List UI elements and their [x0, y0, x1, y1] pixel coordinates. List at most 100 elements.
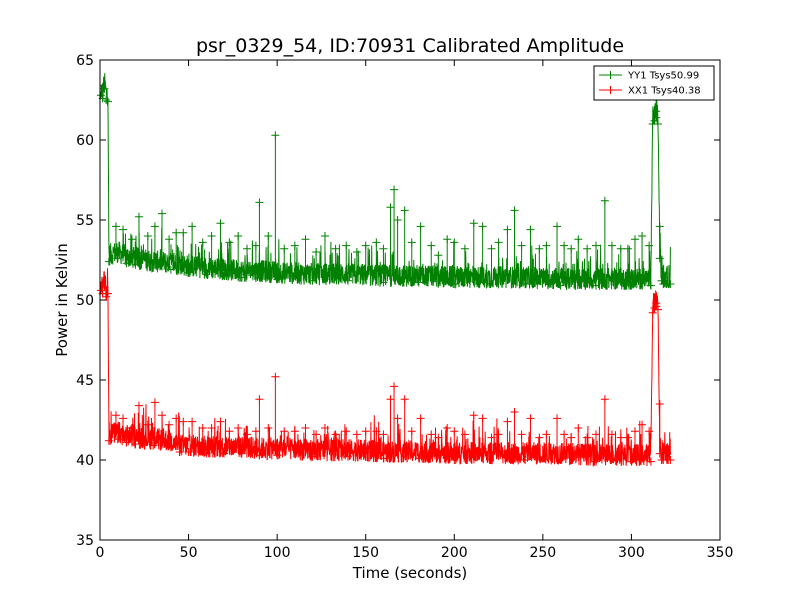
spike-marker-yy1	[119, 225, 128, 234]
data-point-yy1	[149, 264, 158, 272]
y-tick-label: 50	[76, 293, 94, 309]
spike-marker-yy1	[416, 222, 425, 231]
data-point-yy1	[646, 281, 655, 290]
spike-marker-xx1	[535, 433, 544, 442]
data-point-xx1	[96, 286, 105, 295]
spike-marker-xx1	[225, 427, 234, 436]
x-tick-label: 300	[618, 545, 645, 561]
spike-marker-yy1	[542, 241, 551, 250]
spike-marker-yy1	[535, 244, 544, 253]
spike-marker-xx1	[607, 430, 616, 439]
spike-marker-xx1	[386, 395, 395, 404]
data-point-xx1	[273, 451, 282, 460]
spike-marker-yy1	[469, 219, 478, 228]
spike-marker-xx1	[320, 424, 329, 432]
data-point-yy1	[627, 281, 636, 290]
spike-marker-yy1	[655, 222, 664, 231]
spike-marker-yy1	[510, 206, 519, 215]
data-point-yy1	[100, 84, 109, 93]
y-tick-label: 60	[76, 133, 94, 149]
spike-marker-xx1	[655, 400, 664, 408]
y-tick-label: 45	[76, 373, 94, 389]
data-point-yy1	[166, 265, 175, 274]
y-tick-label: 65	[76, 53, 94, 69]
data-point-xx1	[650, 304, 659, 312]
data-point-yy1	[96, 91, 105, 100]
spike-marker-xx1	[134, 401, 143, 410]
chart-title: psr_0329_54, ID:70931 Calibrated Amplitu…	[196, 35, 624, 57]
spike-marker-yy1	[607, 241, 616, 250]
spike-marker-xx1	[290, 427, 299, 436]
spike-marker-yy1	[352, 248, 361, 256]
data-point-yy1	[521, 280, 530, 288]
spike-marker-yy1	[207, 232, 216, 240]
data-point-yy1	[202, 270, 211, 279]
legend-marker-yy1	[606, 71, 615, 79]
spike-marker-yy1	[255, 198, 264, 207]
ticks-layer: 0 50 100 150 200 250 300 350 35 40 45 50 55 60 65	[76, 53, 733, 561]
spike-marker-yy1	[630, 235, 639, 244]
x-tick-label: 250	[529, 545, 556, 561]
spike-marker-yy1	[165, 235, 174, 244]
spike-marker-xx1	[255, 395, 264, 404]
data-point-yy1	[556, 281, 565, 290]
spike-marker-xx1	[652, 299, 661, 308]
spike-marker-yy1	[188, 222, 197, 231]
data-point-yy1	[113, 254, 122, 263]
data-point-xx1	[100, 283, 109, 292]
spike-marker-xx1	[416, 414, 425, 423]
legend-label-yy1: YY1 Tsys50.99	[627, 71, 699, 82]
x-tick-label: 50	[180, 545, 198, 561]
spike-marker-xx1	[616, 433, 625, 442]
spike-marker-xx1	[478, 414, 487, 423]
spike-marker-yy1	[487, 244, 496, 253]
spike-marker-yy1	[652, 107, 661, 116]
spike-marker-yy1	[134, 212, 143, 221]
spike-marker-yy1	[616, 244, 625, 253]
spike-marker-xx1	[372, 427, 381, 436]
spike-marker-xx1	[165, 420, 174, 429]
spike-marker-yy1	[320, 232, 329, 240]
spike-marker-xx1	[574, 424, 583, 432]
spike-marker-xx1	[188, 417, 197, 426]
data-point-xx1	[646, 457, 655, 466]
spike-marker-xx1	[127, 424, 136, 432]
spike-marker-xx1	[331, 430, 340, 439]
data-point-yy1	[666, 280, 675, 288]
spike-marker-yy1	[393, 216, 402, 224]
data-point-yy1	[273, 275, 282, 284]
data-point-xx1	[102, 292, 111, 301]
spike-marker-yy1	[271, 131, 280, 140]
data-point-xx1	[175, 448, 184, 456]
data-point-xx1	[485, 456, 494, 464]
spike-marker-xx1	[460, 430, 469, 439]
series-line-yy1	[100, 73, 671, 291]
data-point-yy1	[122, 259, 131, 268]
spike-marker-yy1	[583, 244, 592, 253]
x-tick-label: 150	[352, 545, 379, 561]
spike-marker-yy1	[450, 238, 459, 247]
data-point-xx1	[104, 436, 113, 445]
spike-marker-yy1	[503, 225, 512, 234]
spike-marker-xx1	[119, 414, 128, 423]
spike-marker-xx1	[487, 433, 496, 442]
spike-marker-yy1	[111, 222, 120, 231]
data-point-yy1	[485, 280, 494, 288]
spike-marker-yy1	[312, 248, 321, 256]
spike-marker-yy1	[264, 232, 273, 240]
spike-marker-yy1	[390, 185, 399, 194]
y-tick-label: 40	[76, 453, 94, 469]
spike-marker-yy1	[301, 235, 310, 244]
spike-marker-yy1	[560, 241, 569, 250]
spike-marker-xx1	[443, 424, 452, 432]
data-point-yy1	[102, 96, 111, 104]
y-tick-label: 35	[76, 533, 94, 549]
data-point-yy1	[103, 97, 112, 106]
data-point-xx1	[131, 440, 140, 448]
data-point-yy1	[654, 120, 662, 128]
series-line-xx1	[100, 268, 671, 467]
y-axis-label: Power in Kelvin	[53, 243, 71, 357]
data-point-yy1	[220, 272, 228, 280]
